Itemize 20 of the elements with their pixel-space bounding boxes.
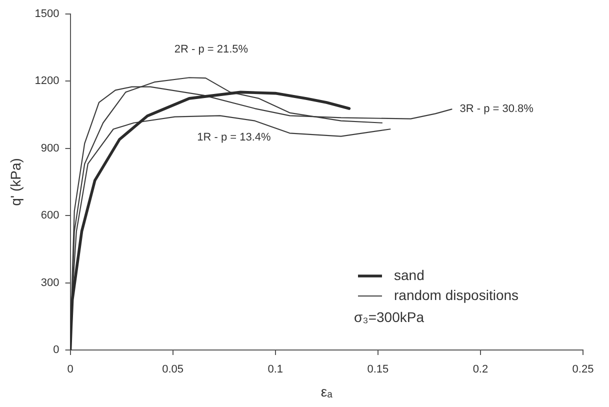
annotation: σ₃=300kPa xyxy=(354,308,424,325)
legend-label: random dispositions xyxy=(394,286,519,303)
annotation: 2R - p = 21.5% xyxy=(174,44,248,56)
x-tick-label: 0 xyxy=(67,364,74,376)
y-tick-label: 1200 xyxy=(34,75,60,88)
annotation: 3R - p = 30.8% xyxy=(460,103,534,116)
legend-label: sand xyxy=(394,266,424,283)
y-tick-label: 900 xyxy=(40,142,60,154)
y-tick-label: 1500 xyxy=(34,8,60,20)
x-tick-label: 0.25 xyxy=(572,364,594,376)
y-tick-label: 0 xyxy=(53,344,60,356)
x-tick-label: 0.2 xyxy=(472,364,488,376)
y-tick-label: 300 xyxy=(40,276,60,289)
x-tick-label: 0.05 xyxy=(162,364,184,376)
annotation: 1R - p = 13.4% xyxy=(197,132,272,144)
x-axis-title: εₐ xyxy=(320,383,334,400)
y-tick-label: 600 xyxy=(40,210,60,222)
x-tick-label: 0.1 xyxy=(268,364,284,376)
x-tick-label: 0.15 xyxy=(367,364,389,376)
y-axis-title: q' (kPa) xyxy=(7,158,24,206)
